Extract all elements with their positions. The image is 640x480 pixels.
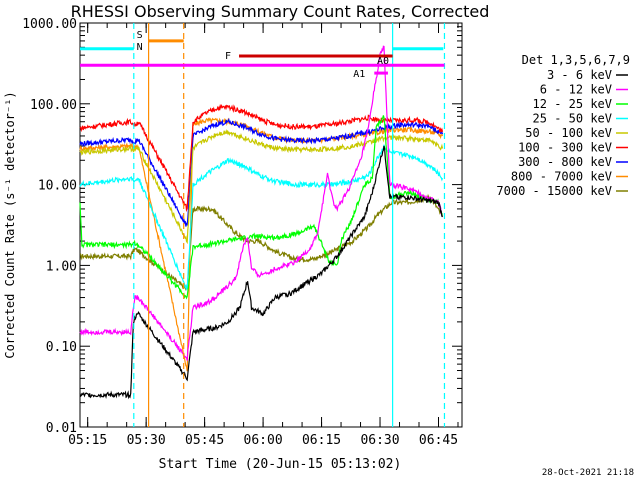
y-tick-label: 100.00 — [30, 98, 77, 113]
x-tick-label: 05:30 — [127, 433, 166, 448]
legend-label: 12 - 25 keV — [533, 97, 612, 111]
x-tick-label: 06:45 — [419, 433, 458, 448]
y-tick-label: 1000.00 — [22, 17, 77, 32]
flag-label-a1: A1 — [353, 69, 365, 80]
series-lines — [79, 45, 444, 400]
series-line — [79, 193, 444, 292]
legend-label: 300 - 800 keV — [518, 155, 612, 169]
x-tick-label: 06:30 — [360, 433, 399, 448]
x-tick-label: 05:45 — [185, 433, 224, 448]
legend-label: 3 - 6 keV — [547, 68, 612, 82]
legend-label: 7000 - 15000 keV — [496, 184, 612, 198]
x-axis-label: Start Time (20-Jun-15 05:13:02) — [159, 457, 402, 472]
legend-label: 100 - 300 keV — [518, 141, 612, 155]
x-tick-label: 05:15 — [68, 433, 107, 448]
flag-label-f: F — [225, 51, 231, 62]
series-line — [79, 144, 444, 291]
footer-date: 28-Oct-2021 21:18 — [542, 468, 634, 478]
legend-label: 50 - 100 keV — [525, 126, 612, 140]
legend-label: 25 - 50 keV — [533, 112, 612, 126]
series-line — [79, 145, 443, 400]
legend-label: 800 - 7000 keV — [511, 170, 612, 184]
axis-ticks: 05:15 05:30 05:45 06:00 06:15 06:30 06:45 0.01 0… — [22, 17, 462, 448]
y-tick-label: 10.00 — [38, 179, 77, 194]
flag-label-s: S — [137, 30, 143, 41]
legend-header: Det 1,3,5,6,7,9 — [522, 53, 630, 67]
y-tick-label: 1.00 — [46, 259, 77, 274]
x-tick-label: 06:00 — [244, 433, 283, 448]
y-axis-label: Corrected Count Rate (s⁻¹ detector⁻¹) — [3, 91, 17, 358]
instrument-flags: SN F A1 A0 — [80, 23, 446, 427]
series-line — [79, 115, 444, 300]
flag-label-n: N — [137, 42, 143, 53]
plot-frame — [79, 22, 463, 428]
series-line — [79, 45, 444, 361]
flag-label-a0: A0 — [377, 56, 389, 67]
series-line — [79, 117, 444, 227]
y-tick-label: 0.10 — [46, 340, 77, 355]
y-tick-label: 0.01 — [46, 421, 77, 436]
legend-label: 6 - 12 keV — [540, 83, 612, 97]
x-tick-label: 06:15 — [302, 433, 341, 448]
series-line — [79, 128, 444, 245]
chart-title: RHESSI Observing Summary Count Rates, Co… — [71, 2, 490, 21]
